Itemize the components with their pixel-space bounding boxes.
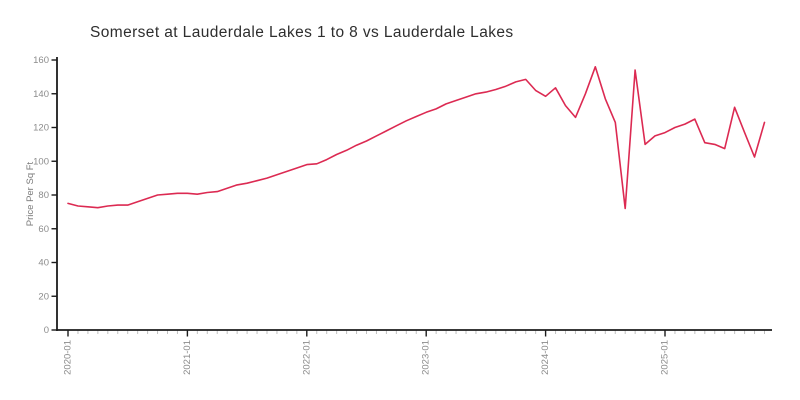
x-tick-label: 2021-01 (182, 340, 193, 375)
x-tick-label: 2022-01 (301, 340, 312, 375)
x-tick-label: 2025-01 (660, 340, 671, 375)
y-tick-label: 20 (38, 291, 49, 302)
y-tick-label: 120 (33, 123, 49, 134)
y-tick-label: 40 (38, 258, 49, 269)
y-tick-label: 0 (44, 325, 49, 336)
x-tick-label: 2024-01 (540, 340, 551, 375)
y-axis-ticks: 0 20 40 60 80 100 120 140 160 (33, 55, 57, 336)
x-tick-label: 2020-01 (63, 340, 74, 375)
y-tick-label: 100 (33, 156, 49, 167)
y-tick-label: 60 (38, 224, 49, 235)
y-tick-label: 140 (33, 89, 49, 100)
price-line (67, 66, 766, 210)
y-tick-label: 80 (38, 190, 49, 201)
chart-title: Somerset at Lauderdale Lakes 1 to 8 vs L… (90, 24, 514, 41)
x-axis-ticks: 2020-01 2021-01 2022-01 2023-01 2024-01 2025-… (63, 330, 765, 375)
y-tick-label: 160 (33, 55, 49, 66)
y-axis-label: Price Per Sq Ft (25, 161, 36, 226)
x-tick-label: 2023-01 (421, 340, 432, 375)
